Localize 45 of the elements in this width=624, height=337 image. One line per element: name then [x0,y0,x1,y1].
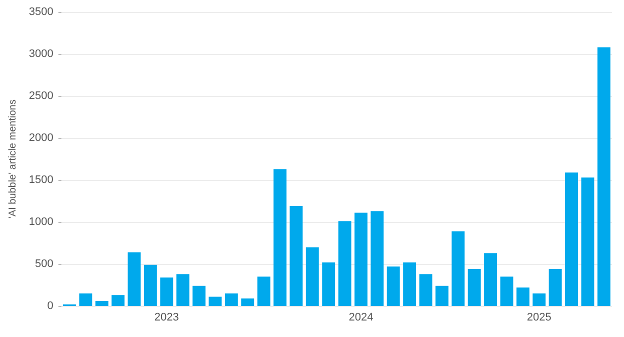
y-tick-label: 1000 [28,216,54,228]
y-tick-label: 500 [35,258,54,270]
bar [208,296,222,306]
bar [565,172,578,306]
bar [532,293,546,306]
bar [112,295,125,306]
bar [160,277,174,306]
bar [144,264,157,306]
bar [128,252,141,306]
y-axis-title: 'AI bubble' article mentions [8,100,18,218]
bar [257,276,270,306]
bar [419,274,432,306]
bar [597,47,610,306]
bar [274,169,286,306]
bar [500,276,514,306]
bar [176,274,190,306]
bar [79,293,92,306]
y-tick-label: 1500 [28,174,54,186]
y-tick-label: 0 [47,300,54,312]
bar [322,262,336,306]
y-tick-label: 3000 [28,48,54,60]
y-tick-label: 3500 [28,6,54,18]
bar [386,266,400,306]
bar [452,231,465,306]
bar [403,262,416,306]
bar [484,253,498,306]
x-tick-label: 2025 [526,312,552,324]
bar [435,286,448,306]
x-tick-label: 2023 [154,312,179,324]
y-tick-label: 2000 [28,132,54,144]
bar [306,247,319,306]
bar [516,288,530,306]
bar [241,298,254,306]
x-tick-label: 2024 [348,312,374,324]
y-tick-label: 2500 [28,90,54,102]
bar [548,269,562,306]
bar [581,177,594,306]
bar [290,206,303,306]
bar [468,269,481,306]
bar [338,221,352,306]
bar [354,212,368,306]
bar [192,286,206,306]
bar [224,293,238,306]
bar [95,300,108,306]
bar [370,211,384,306]
